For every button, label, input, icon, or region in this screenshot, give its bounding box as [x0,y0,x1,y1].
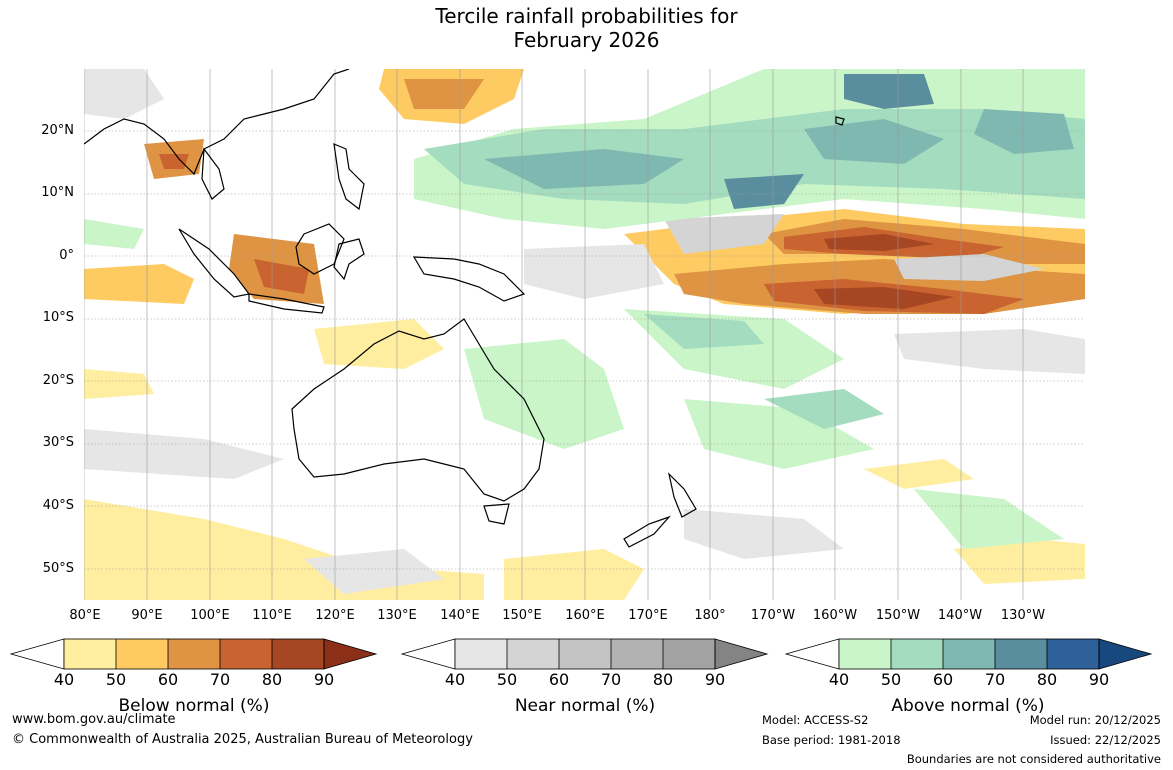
colorbar-above-upper-arrow [1099,639,1151,669]
colorbar-above-tick-50: 50 [880,670,902,689]
title-line-1: Tercile rainfall probabilities for [435,4,738,28]
colorbar-above-title: Above normal (%) [891,696,1045,716]
lon-label-110e: 110°E [252,608,292,623]
australia-coast [291,318,545,502]
colorbar-near-tick-70: 70 [600,670,622,689]
colorbar-near-tick-60: 60 [548,670,570,689]
colorbar-below-normal [10,638,378,670]
colorbar-below-swatch-5 [272,639,324,669]
colorbar-near-tick-50: 50 [496,670,518,689]
colorbar-below-tick-50: 50 [105,670,127,689]
lon-label-140e: 140°E [440,608,480,623]
colorbar-above-tick-80: 80 [1036,670,1058,689]
lat-label-10n: 10°N [41,185,74,200]
colorbar-above-swatch-3 [943,639,995,669]
colorbar-below-swatch-1 [64,639,116,669]
java-coast [248,293,325,314]
colorbar-near-swatch-5 [663,639,715,669]
new-zealand-coast [623,472,697,548]
colorbar-near-swatch-1 [455,639,507,669]
lat-label-20n: 20°N [41,123,74,138]
issued-text: Issued: 22/12/2025 [1050,733,1161,747]
graticule [84,130,1085,570]
colorbar-near-title: Near normal (%) [514,696,656,716]
lon-label-130w: 130°W [1000,608,1046,623]
hawaii-coast [835,116,845,126]
colorbar-above-swatch-4 [995,639,1047,669]
colorbar-below-swatch-3 [168,639,220,669]
lon-label-100e: 100°E [190,608,230,623]
lon-label-80e: 80°E [69,608,101,623]
colorbar-above-lower-arrow [785,638,840,670]
philippines-coast [333,143,365,211]
colorbar-below-tick-90: 90 [313,670,335,689]
lat-label-40s: 40°S [42,498,74,513]
colorbar-above-swatch-1 [839,639,891,669]
sulawesi-coast [333,238,365,281]
near-normal-regions [84,69,1085,594]
website-link[interactable]: www.bom.gov.au/climate [12,712,176,727]
above-normal-regions [84,69,1085,549]
colorbar-below-tick-40: 40 [53,670,75,689]
colorbar-near-tick-40: 40 [444,670,466,689]
lon-label-160e: 160°E [565,608,605,623]
colorbar-near-swatch-4 [611,639,663,669]
lat-label-30s: 30°S [42,435,74,450]
base-period-text: Base period: 1981-2018 [762,733,901,747]
colorbar-near-swatch-2 [507,639,559,669]
colorbar-below-lower-arrow [10,638,65,670]
lon-label-140w: 140°W [937,608,983,623]
colorbar-near-upper-arrow [715,639,767,669]
lon-label-90e: 90°E [131,608,163,623]
copyright-text: © Commonwealth of Australia 2025, Austra… [12,732,473,747]
lat-label-0: 0° [59,248,74,263]
coastlines [84,69,845,548]
new-guinea-coast [412,256,526,302]
lon-label-170w: 170°W [750,608,796,623]
lat-label-50s: 50°S [42,561,74,576]
colorbar-above-tick-40: 40 [828,670,850,689]
rainfall-probability-map [84,69,1085,600]
sumatra-coast [178,228,251,298]
colorbar-below-upper-arrow [324,639,376,669]
lat-label-10s: 10°S [42,310,74,325]
colorbar-above-tick-60: 60 [932,670,954,689]
model-text: Model: ACCESS-S2 [762,713,869,727]
indochina-coast [201,147,225,200]
colorbar-near-normal [401,638,769,670]
colorbar-near-lower-arrow [401,638,456,670]
colorbar-below-tick-80: 80 [261,670,283,689]
colorbar-above-swatch-2 [891,639,943,669]
colorbar-near-tick-90: 90 [704,670,726,689]
colorbar-near-tick-80: 80 [652,670,674,689]
lon-label-120e: 120°E [315,608,355,623]
borneo-coast [295,223,345,275]
lon-label-150w: 150°W [875,608,921,623]
tasmania-coast [483,503,510,525]
meridians [84,69,1024,600]
map-title: Tercile rainfall probabilities for Febru… [0,4,1173,52]
colorbar-above-normal [785,638,1153,670]
disclaimer-text: Boundaries are not considered authoritat… [906,752,1161,766]
map-svg [84,69,1085,600]
colorbar-below-tick-60: 60 [157,670,179,689]
colorbar-near-swatch-3 [559,639,611,669]
colorbar-below-title: Below normal (%) [118,696,270,716]
lon-label-150e: 150°E [502,608,542,623]
lat-label-20s: 20°S [42,373,74,388]
colorbar-above-tick-90: 90 [1088,670,1110,689]
colorbar-above-tick-70: 70 [984,670,1006,689]
lon-label-180: 180° [694,608,726,623]
colorbar-below-swatch-4 [220,639,272,669]
lon-label-170e: 170°E [628,608,668,623]
colorbar-above-swatch-5 [1047,639,1099,669]
lon-label-130e: 130°E [377,608,417,623]
colorbar-below-tick-70: 70 [209,670,231,689]
lon-label-160w: 160°W [812,608,858,623]
model-run-text: Model run: 20/12/2025 [1029,713,1161,727]
colorbar-below-swatch-2 [116,639,168,669]
title-line-2: February 2026 [513,28,660,52]
